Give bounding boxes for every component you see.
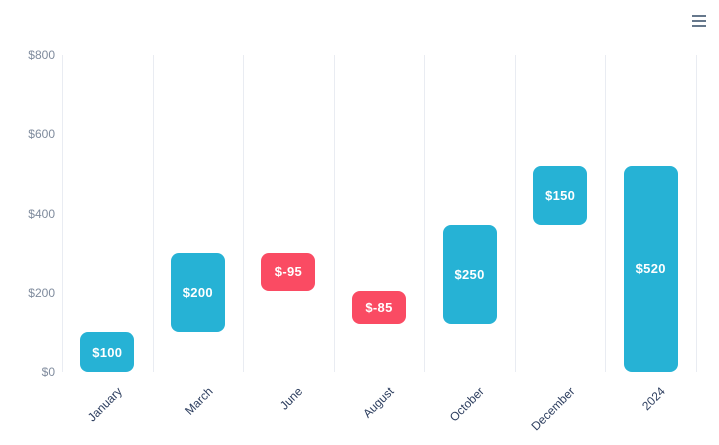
bar-value-label: $200 [182, 285, 213, 301]
y-axis-tick-label: $0 [41, 365, 55, 379]
gridline [333, 55, 335, 372]
bar-value-label: $150 [545, 188, 576, 204]
bar-value-label: $100 [92, 344, 123, 360]
gridline [152, 55, 154, 372]
bar-march[interactable]: $200 [170, 253, 225, 333]
bar-2024[interactable]: $520 [623, 165, 678, 372]
bar-january[interactable]: $100 [80, 332, 135, 372]
bar-december[interactable]: $150 [533, 165, 588, 226]
x-axis-label-october: October [446, 384, 487, 425]
y-axis-tick-label: $800 [28, 48, 55, 62]
y-axis-tick-label: $600 [28, 127, 55, 142]
gridline [514, 55, 516, 372]
gridline [696, 55, 697, 372]
bar-value-label: $-95 [274, 264, 303, 280]
gridline [62, 55, 63, 372]
x-axis-label-2024: 2024 [639, 384, 668, 414]
bar-value-label: $250 [454, 267, 485, 283]
bar-value-label: $-85 [365, 300, 393, 316]
y-axis-tick-label: $200 [28, 285, 55, 300]
chart-context-menu-button[interactable] [686, 8, 712, 34]
x-axis-label-december: December [528, 384, 578, 434]
bar-value-label: $520 [635, 261, 666, 277]
bar-june[interactable]: $-95 [261, 253, 316, 291]
bar-october[interactable]: $250 [442, 225, 497, 325]
bar-august[interactable]: $-85 [352, 290, 406, 325]
gridline [605, 55, 607, 372]
x-axis-label-june: June [277, 384, 306, 413]
hamburger-menu-icon [692, 15, 706, 27]
x-axis-label-march: March [181, 384, 216, 418]
x-axis-label-august: August [359, 384, 397, 421]
y-axis-tick-label: $400 [28, 206, 55, 221]
x-axis-label-january: January [84, 384, 125, 425]
gridline [424, 55, 426, 372]
gridline [243, 55, 245, 372]
